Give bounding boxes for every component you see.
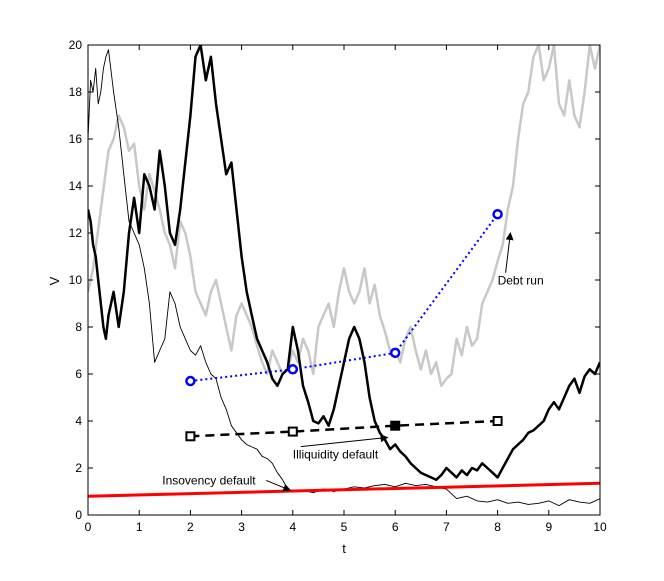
y-tick-label: 8 [75,320,82,334]
x-tick-label: 8 [494,520,501,534]
series-5-point-3 [492,416,503,426]
x-tick-label: 6 [392,520,399,534]
series-line-0 [88,45,600,388]
series-5-point-2 [390,420,401,431]
series-4-point-1 [287,364,299,375]
y-tick-label: 10 [69,273,83,287]
series-5-point-1 [287,426,298,437]
x-tick-label: 5 [341,520,348,534]
series-5-point-0 [185,431,196,442]
x-tick-label: 9 [545,520,552,534]
y-tick-label: 16 [69,132,83,146]
y-tick-label: 12 [69,226,83,240]
series-4-point-0 [185,375,196,387]
series-line-4 [190,213,499,382]
series-line-5 [190,419,498,438]
series-line-2 [88,49,600,507]
series-4-point-3 [492,208,503,220]
y-tick-label: 20 [69,38,83,52]
annotation-2: Insovency default [162,473,256,487]
y-axis-label: V [47,276,62,285]
y-tick-label: 0 [75,508,82,522]
x-tick-label: 2 [187,520,194,534]
annotation-arrow-0 [505,232,514,273]
annotation-arrow-1 [300,434,389,448]
annotation-0: Debt run [498,274,544,288]
y-tick-label: 14 [69,179,83,193]
x-axis-label: t [342,541,346,556]
x-tick-label: 4 [289,520,296,534]
y-tick-label: 2 [75,461,82,475]
annotation-arrow-2 [266,479,292,492]
series-line-3 [88,481,600,498]
x-tick-label: 1 [136,520,143,534]
annotation-layer: Debt run Illiquidity default Insovency def… [162,232,544,492]
x-tick-label: 0 [85,520,92,534]
y-tick-label: 18 [69,85,83,99]
series-4-point-2 [389,347,401,359]
y-tick-label: 4 [75,414,82,428]
annotation-1: Illiquidity default [293,448,379,462]
series-line-1 [88,45,600,482]
y-tick-label: 6 [75,367,82,381]
series-layer [88,45,600,507]
x-tick-label: 3 [238,520,245,534]
x-tick-label: 7 [443,520,450,534]
x-tick-label: 10 [593,520,607,534]
